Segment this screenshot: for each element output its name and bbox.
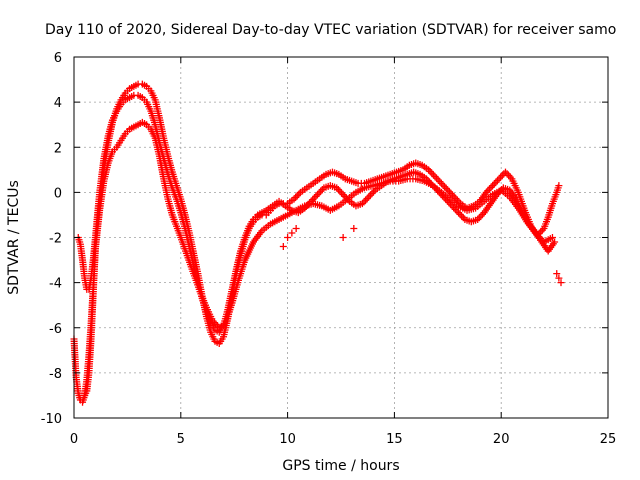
- y-tick-label: -4: [49, 277, 62, 292]
- y-axis-label: SDTVAR / TECUs: [6, 180, 22, 295]
- x-axis-label: GPS time / hours: [282, 458, 399, 474]
- points-layer: [70, 80, 565, 406]
- y-tick-label: 0: [54, 186, 62, 201]
- y-tick-label: -2: [49, 232, 62, 247]
- y-tick-label: 4: [54, 96, 62, 111]
- tick-label-layer: 0 5 10 15 20 25 -10 -8 -6 -4 -2 0 2 4 6: [41, 51, 617, 447]
- x-tick-label: 5: [177, 432, 185, 447]
- y-tick-label: 6: [54, 51, 62, 66]
- y-tick-label: -8: [49, 367, 62, 382]
- x-tick-label: 25: [600, 432, 617, 447]
- chart-title: Day 110 of 2020, Sidereal Day-to-day VTE…: [45, 22, 616, 38]
- series-scatter: [279, 224, 565, 287]
- x-tick-label: 15: [386, 432, 403, 447]
- y-tick-label: 2: [54, 141, 62, 156]
- x-tick-label: 20: [493, 432, 510, 447]
- series-tertiary: [81, 118, 556, 399]
- x-tick-label: 0: [70, 432, 78, 447]
- y-tick-label: -10: [41, 412, 62, 427]
- x-tick-label: 10: [279, 432, 296, 447]
- ticks-layer: [73, 56, 609, 419]
- y-tick-label: -6: [49, 322, 62, 337]
